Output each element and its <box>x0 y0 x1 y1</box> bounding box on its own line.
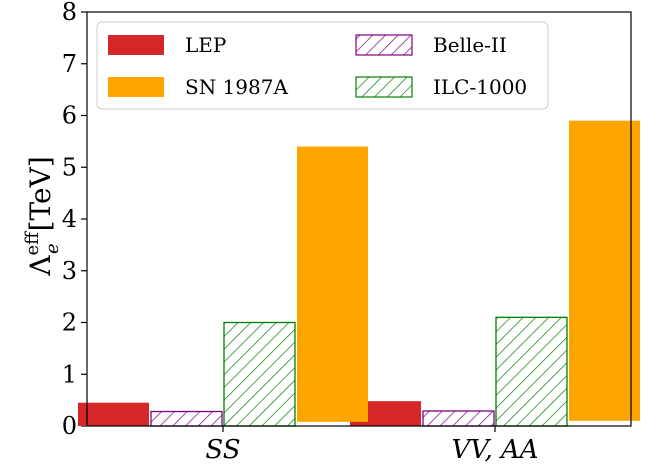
x-axis-categories: SS VV, AA <box>205 426 539 465</box>
legend-swatch-lep <box>108 35 164 55</box>
bar-sn-1987a-0 <box>297 146 368 422</box>
y-axis-title: Λeffe [TeV] <box>22 156 63 276</box>
bar-lep-0 <box>78 402 149 426</box>
y-axis-unit: [TeV] <box>24 156 57 231</box>
legend-item-sn1987a: SN 1987A <box>108 75 288 99</box>
legend-box <box>96 21 549 110</box>
legend-item-lep: LEP <box>108 33 226 57</box>
x-category-label: VV, AA <box>451 435 538 465</box>
y-axis-symbol: Λ <box>24 255 57 277</box>
y-tick-label: 5 <box>62 153 77 181</box>
bar-ilc-1000-0 <box>223 321 296 427</box>
legend-item-ilc-1000: ILC-1000 <box>355 75 527 99</box>
legend-label-belle-ii: Belle-II <box>433 33 507 57</box>
y-tick-label: 0 <box>62 412 77 440</box>
y-tick-label: 1 <box>62 360 77 388</box>
legend-swatch-ilc-1000 <box>355 76 413 98</box>
bar-ilc-1000-1 <box>495 316 568 427</box>
bar-belle-ii-1 <box>422 410 495 427</box>
y-axis-ticks: 0 1 2 3 4 5 6 7 8 <box>62 0 87 440</box>
y-axis-subscript: e <box>42 243 63 254</box>
y-axis-superscript: eff <box>22 231 43 256</box>
legend-swatch-sn1987a <box>108 77 164 97</box>
bars-group <box>78 120 640 427</box>
y-tick-label: 2 <box>62 309 77 337</box>
legend-label-ilc-1000: ILC-1000 <box>433 75 527 99</box>
y-tick-label: 6 <box>62 102 77 130</box>
legend-item-belle-ii: Belle-II <box>355 33 507 57</box>
y-tick-label: 4 <box>62 205 77 233</box>
y-tick-label: 8 <box>62 0 77 26</box>
legend: LEP Belle-II SN 1987A ILC-1000 <box>96 21 549 110</box>
bar-sn-1987a-1 <box>569 120 640 421</box>
bar-belle-ii-0 <box>150 410 223 427</box>
y-tick-label: 3 <box>62 257 77 285</box>
legend-label-lep: LEP <box>185 33 226 57</box>
plot-frame <box>86 11 632 427</box>
y-tick-label: 7 <box>62 50 77 78</box>
legend-label-sn1987a: SN 1987A <box>185 75 288 99</box>
legend-swatch-belle-ii <box>355 34 413 56</box>
x-category-label: SS <box>205 435 240 465</box>
svg-text:Λeffe[TeV]: Λeffe [TeV] <box>22 156 63 276</box>
